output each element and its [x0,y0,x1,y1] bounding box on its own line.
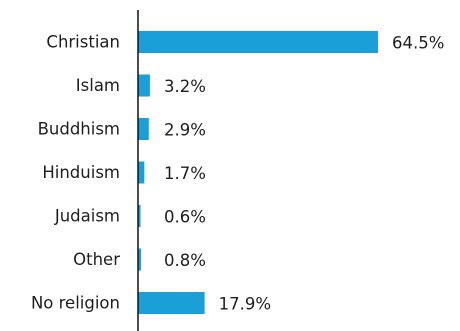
value-label: 1.7% [164,164,206,183]
bar-buddhism [138,118,149,140]
bar-hinduism [138,161,145,184]
category-label: Other [73,250,120,269]
value-labels-group: 64.5% 3.2% 2.9% 1.7% 0.6% 0.8% 17.9% [164,34,444,314]
category-label: Judaism [54,207,120,226]
category-label: Islam [76,76,120,95]
category-label: Christian [46,33,120,52]
value-label: 64.5% [392,34,444,53]
value-label: 17.9% [219,295,271,314]
value-label: 0.8% [164,251,206,270]
category-labels-group: Christian Islam Buddhism Hinduism Judaism Oth… [31,33,120,313]
bar-christian [138,31,378,53]
bar-other [138,248,141,271]
category-label: Buddhism [38,120,120,139]
value-label: 0.6% [164,208,206,227]
bar-no-religion [138,292,205,314]
category-label: Hinduism [42,163,120,182]
bars-group [138,31,378,314]
value-label: 2.9% [164,121,206,140]
bar-islam [138,74,150,97]
category-label: No religion [31,294,120,313]
value-label: 3.2% [164,77,206,96]
bar-judaism [138,205,141,227]
